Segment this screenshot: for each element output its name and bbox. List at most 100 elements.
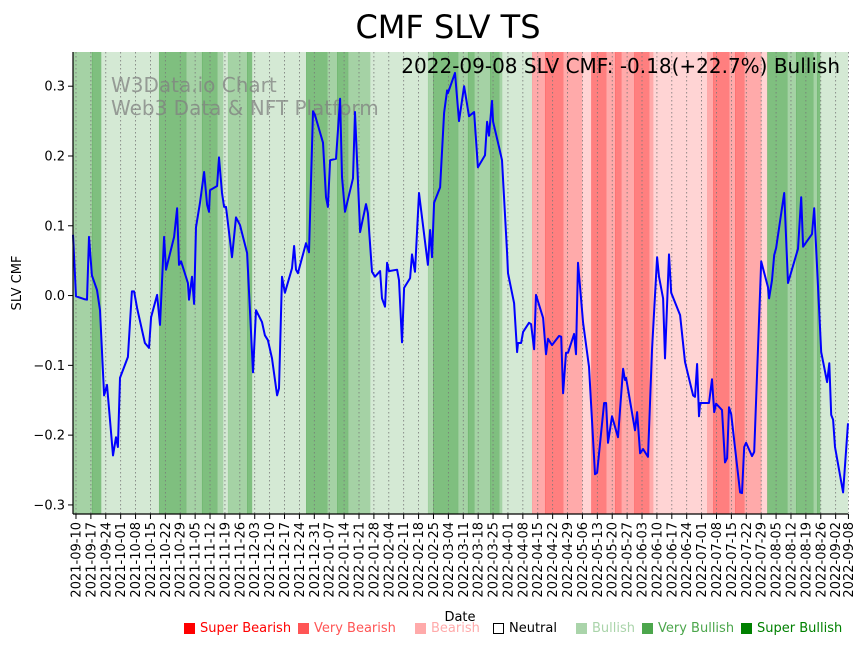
x-gridlines	[75, 52, 849, 514]
legend-label: Very Bearish	[314, 621, 396, 636]
x-tick-label: 2022-02-25	[427, 522, 442, 598]
x-tick-label: 2022-04-08	[516, 522, 531, 598]
y-tick-label: 0.1	[44, 219, 65, 234]
legend-label: Super Bullish	[757, 621, 843, 636]
state-band-super-bullish	[91, 52, 102, 514]
x-tick-label: 2022-02-11	[397, 522, 412, 598]
x-tick-label: 2022-03-25	[487, 522, 502, 598]
state-band-very-bullish	[813, 52, 818, 514]
x-tick-label: 2022-06-10	[650, 522, 665, 598]
state-band-very-bearish	[606, 52, 616, 514]
y-axis-label: SLV CMF	[10, 256, 25, 311]
state-band-very-bullish	[217, 52, 224, 514]
x-tick-label: 2022-02-18	[412, 522, 427, 598]
x-tick-label: 2022-07-01	[695, 522, 710, 598]
x-tick-label: 2022-05-06	[576, 522, 591, 598]
state-band-super-bearish	[735, 52, 745, 514]
legend-item-super-bullish: Super Bullish	[741, 621, 842, 636]
legend-item-bullish: Bullish	[576, 621, 635, 636]
y-tick-label: −0.1	[33, 359, 65, 374]
x-tick-label: 2022-08-12	[784, 522, 799, 598]
legend-swatch	[642, 623, 653, 634]
state-band-very-bullish	[327, 52, 338, 514]
x-tick-label: 2022-01-21	[352, 522, 367, 598]
state-band-super-bullish	[158, 52, 187, 514]
legend-label: Bullish	[592, 621, 636, 636]
state-band-bullish	[223, 52, 229, 514]
x-tick-label: 2022-08-05	[770, 522, 785, 598]
x-tick-label: 2022-01-07	[323, 522, 338, 598]
state-band-very-bullish	[499, 52, 503, 514]
x-tick-label: 2022-01-28	[367, 522, 382, 598]
x-tick-label: 2022-09-02	[829, 522, 844, 598]
state-band-super-bullish	[247, 52, 253, 514]
y-tick-label: −0.2	[33, 429, 65, 444]
state-bands	[73, 52, 849, 514]
state-band-very-bearish	[729, 52, 736, 514]
legend-label: Super Bearish	[200, 621, 292, 636]
x-tick-label: 2022-06-17	[665, 522, 680, 598]
x-tick-label: 2022-07-22	[740, 522, 755, 598]
state-band-very-bullish	[227, 52, 248, 514]
legend-item-neutral: Neutral	[493, 621, 557, 636]
x-tick-label: 2022-08-19	[799, 522, 814, 598]
state-band-super-bullish	[433, 52, 459, 514]
x-tick-label: 2022-08-26	[814, 522, 829, 598]
x-tick-label: 2022-04-22	[546, 522, 561, 598]
state-band-very-bullish	[787, 52, 797, 514]
state-band-super-bullish	[767, 52, 788, 514]
x-tick-label: 2022-09-08	[842, 522, 857, 598]
state-band-super-bearish	[634, 52, 650, 514]
x-tick-label: 2021-10-01	[114, 522, 129, 598]
axes: 2021-09-10 2021-09-17 2021-09-24 2021-10-01…	[33, 52, 857, 598]
x-tick-label: 2021-10-22	[159, 522, 174, 598]
state-band-very-bearish	[621, 52, 635, 514]
legend-swatch	[415, 623, 426, 634]
state-band-very-bearish	[707, 52, 714, 514]
state-band-very-bearish	[531, 52, 546, 514]
legend-item-super-bearish: Super Bearish	[184, 621, 291, 636]
state-band-bearish	[582, 52, 592, 514]
x-axis-label: Date	[444, 610, 475, 625]
x-tick-label: 2021-11-26	[233, 522, 248, 598]
watermark-line-2: Web3 Data & NFT Platform	[111, 96, 379, 120]
x-tick-label: 2021-11-12	[204, 522, 219, 598]
state-band-very-bullish	[457, 52, 469, 514]
x-tick-label: 2021-12-03	[248, 522, 263, 598]
state-band-very-bullish	[73, 52, 93, 514]
legend-item-very-bullish: Very Bullish	[642, 621, 734, 636]
y-tick-label: 0.0	[44, 289, 65, 304]
x-tick-label: 2021-10-15	[144, 522, 159, 598]
legend-item-very-bearish: Very Bearish	[298, 621, 396, 636]
x-tick-label: 2022-01-14	[338, 522, 353, 598]
x-tick-label: 2022-05-27	[621, 522, 636, 598]
x-tick-label: 2022-03-18	[472, 522, 487, 598]
x-tick-label: 2021-12-17	[278, 522, 293, 598]
legend-swatch	[298, 623, 309, 634]
x-tick-label: 2022-07-15	[725, 522, 740, 598]
x-tick-label: 2021-09-10	[69, 522, 84, 598]
x-tick-label: 2021-12-10	[263, 522, 278, 598]
y-tick-label: −0.3	[33, 498, 65, 513]
x-tick-label: 2022-04-29	[561, 522, 576, 598]
x-tick-label: 2022-04-15	[531, 522, 546, 598]
legend: Super Bearish Very Bearish Bearish Neutr…	[0, 621, 867, 639]
state-band-bullish	[501, 52, 533, 514]
x-tick-label: 2022-04-01	[501, 522, 516, 598]
legend-swatch	[493, 623, 504, 634]
x-tick-label: 2022-06-03	[636, 522, 651, 598]
state-band-bearish	[653, 52, 708, 514]
x-tick-label: 2022-03-11	[457, 522, 472, 598]
watermark-line-1: W3Data.io Chart	[111, 73, 277, 97]
state-band-super-bearish	[713, 52, 730, 514]
state-band-very-bearish	[563, 52, 583, 514]
legend-label: Neutral	[509, 621, 557, 636]
x-tick-label: 2022-03-04	[442, 522, 457, 598]
latest-value-annotation: 2022-09-08 SLV CMF: -0.18(+22.7%) Bullis…	[401, 54, 840, 78]
x-tick-label: 2022-02-04	[382, 522, 397, 598]
x-tick-label: 2021-12-31	[308, 522, 323, 598]
x-tick-label: 2021-10-08	[129, 522, 144, 598]
legend-swatch	[741, 623, 752, 634]
x-tick-label: 2021-09-17	[84, 522, 99, 598]
x-tick-label: 2021-11-19	[218, 522, 233, 598]
